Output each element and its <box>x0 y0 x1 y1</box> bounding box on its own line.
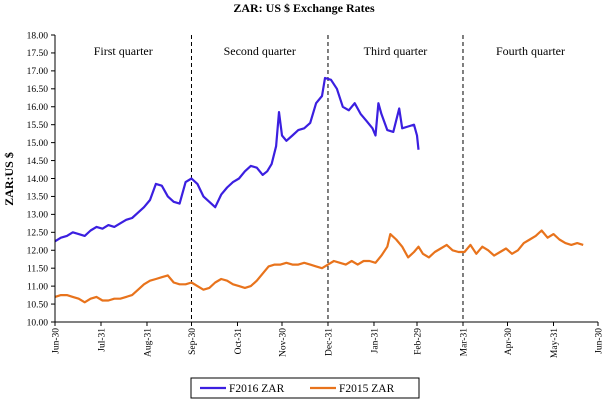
y-tick-label: 11.00 <box>27 282 48 292</box>
chart-title: ZAR: US $ Exchange Rates <box>233 1 375 15</box>
x-tick-label: Mar-31 <box>459 328 469 357</box>
quarter-label: First quarter <box>94 44 153 58</box>
quarter-label: Second quarter <box>224 44 296 58</box>
legend: F2016 ZAR F2015 ZAR <box>190 377 420 399</box>
legend-label: F2016 ZAR <box>229 383 285 395</box>
y-tick-label: 17.50 <box>27 49 49 59</box>
y-tick-label: 15.50 <box>27 121 49 131</box>
y-tick-label: 14.50 <box>27 157 49 167</box>
legend-label: F2015 ZAR <box>339 383 395 395</box>
y-tick-label: 13.00 <box>27 211 49 221</box>
x-tick-label: Feb-29 <box>414 328 424 355</box>
x-tick-label: May-31 <box>550 328 560 358</box>
series-line-f2016 <box>54 76 420 243</box>
y-tick-label: 13.50 <box>27 193 49 203</box>
y-axis-label: ZAR:US $ <box>2 152 16 206</box>
y-tick-label: 11.50 <box>27 264 48 274</box>
series-lines <box>54 76 584 304</box>
y-axis-ticks: 10.00 10.50 11.00 11.50 12.00 12.50 13.00 13.50… <box>27 31 55 328</box>
x-tick-label: Nov-30 <box>278 328 288 357</box>
y-tick-label: 16.50 <box>27 85 49 95</box>
x-axis-ticks: Jun-30 Jul-31 Aug-31 Sep-30 Oct-31 Nov-30 Dec-… <box>52 322 605 358</box>
x-tick-label: Jun-30 <box>595 328 605 354</box>
series-line-f2015 <box>54 229 584 304</box>
y-tick-label: 10.00 <box>27 318 49 328</box>
x-tick-label: Oct-31 <box>234 328 244 355</box>
quarter-label: Third quarter <box>364 44 428 58</box>
x-tick-label: Jun-30 <box>52 328 62 354</box>
x-tick-label: Jul-31 <box>97 328 107 352</box>
y-tick-label: 18.00 <box>27 31 49 41</box>
x-tick-label: Dec-31 <box>324 328 334 356</box>
quarter-labels: First quarter Second quarter Third quarter… <box>94 44 565 58</box>
y-tick-label: 10.50 <box>27 300 49 310</box>
y-tick-label: 14.00 <box>27 175 49 185</box>
y-tick-label: 12.00 <box>27 247 49 257</box>
quarter-label: Fourth quarter <box>496 44 565 58</box>
x-tick-label: Apr-30 <box>504 328 514 355</box>
x-tick-label: Aug-31 <box>143 328 153 357</box>
y-tick-label: 15.00 <box>27 139 49 149</box>
y-tick-label: 17.00 <box>27 67 49 77</box>
y-tick-label: 12.50 <box>27 229 49 239</box>
x-tick-label: Jan-31 <box>370 328 380 354</box>
y-tick-label: 16.00 <box>27 103 49 113</box>
x-tick-label: Sep-30 <box>188 328 198 355</box>
legend-box <box>190 377 420 399</box>
